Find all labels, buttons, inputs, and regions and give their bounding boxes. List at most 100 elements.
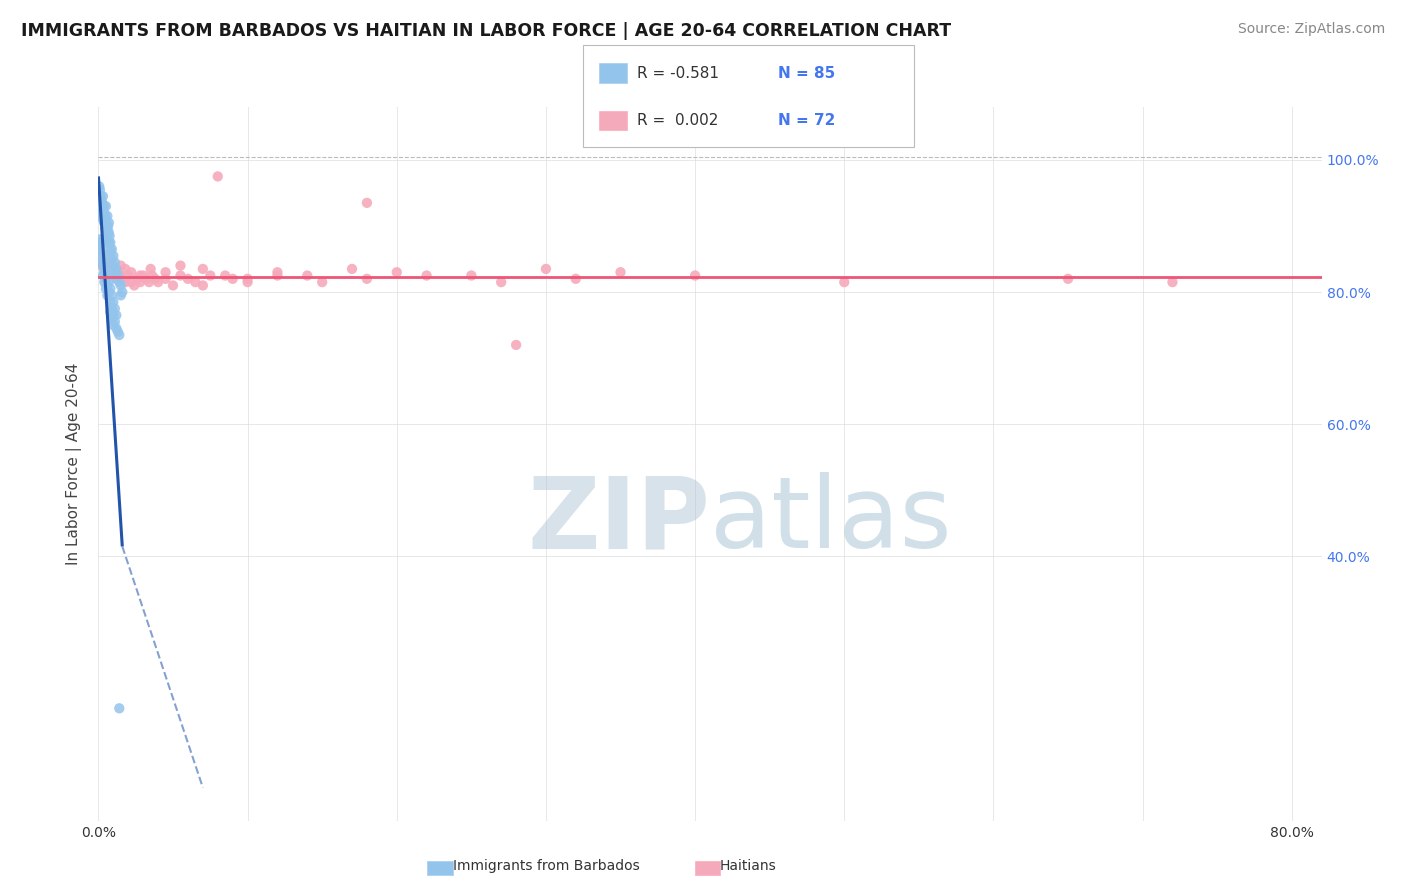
Point	[415, 268, 437, 283]
Point	[90, 206, 112, 220]
Point	[236, 272, 259, 286]
Point	[104, 265, 127, 279]
Point	[221, 272, 243, 286]
Point	[94, 222, 117, 236]
Point	[191, 261, 214, 276]
Text: Source: ZipAtlas.com: Source: ZipAtlas.com	[1237, 22, 1385, 37]
Point	[146, 275, 169, 289]
Point	[104, 301, 127, 316]
Point	[129, 275, 152, 289]
Point	[96, 288, 118, 302]
Point	[96, 209, 118, 223]
Point	[93, 265, 115, 279]
Point	[101, 288, 124, 302]
Point	[609, 265, 631, 279]
Point	[311, 275, 333, 289]
Point	[266, 265, 288, 279]
Point	[98, 268, 121, 283]
Point	[93, 216, 115, 230]
Point	[93, 255, 115, 269]
Point	[90, 255, 112, 269]
Point	[162, 278, 184, 293]
Point	[96, 228, 118, 243]
Point	[104, 315, 127, 329]
Point	[122, 278, 145, 293]
Point	[236, 275, 259, 289]
Point	[91, 212, 114, 227]
Point	[169, 259, 191, 273]
Point	[93, 255, 115, 269]
Point	[91, 202, 114, 217]
Point	[103, 295, 125, 310]
Point	[110, 259, 132, 273]
Point	[97, 275, 120, 289]
Point	[111, 285, 134, 299]
Point	[139, 261, 162, 276]
Point	[117, 268, 139, 283]
Point	[93, 206, 115, 220]
Point	[120, 265, 142, 279]
Point	[340, 261, 363, 276]
Point	[105, 321, 128, 335]
Point	[141, 268, 163, 283]
Point	[89, 179, 111, 194]
Point	[108, 701, 131, 715]
Point	[93, 199, 115, 213]
Point	[114, 261, 136, 276]
Point	[89, 235, 111, 250]
Point	[110, 268, 132, 283]
Point	[91, 249, 114, 263]
Point	[191, 278, 214, 293]
Point	[177, 272, 200, 286]
Point	[96, 268, 118, 283]
Point	[90, 232, 112, 246]
Point	[96, 219, 118, 233]
Point	[97, 219, 120, 233]
Point	[91, 209, 114, 223]
Point	[101, 301, 124, 316]
Text: R = -0.581: R = -0.581	[637, 66, 718, 80]
Point	[93, 261, 115, 276]
Point	[97, 235, 120, 250]
Point	[111, 272, 134, 286]
Point	[155, 272, 177, 286]
Point	[460, 268, 482, 283]
Point	[107, 265, 129, 279]
Point	[1057, 272, 1080, 286]
Point	[94, 209, 117, 223]
Point	[105, 308, 128, 322]
Point	[105, 268, 128, 283]
Point	[98, 228, 121, 243]
Point	[90, 202, 112, 217]
Point	[97, 285, 120, 299]
Point	[565, 272, 588, 286]
Text: Haitians: Haitians	[720, 859, 776, 873]
Point	[103, 259, 125, 273]
Point	[98, 282, 121, 296]
Point	[169, 268, 191, 283]
Point	[297, 268, 319, 283]
Point	[207, 169, 229, 184]
Point	[107, 268, 129, 283]
Point	[97, 265, 120, 279]
Point	[105, 272, 128, 286]
Point	[101, 259, 124, 273]
Point	[101, 252, 124, 266]
Point	[132, 268, 155, 283]
Text: N = 72: N = 72	[778, 113, 835, 128]
Point	[200, 268, 222, 283]
Point	[110, 288, 132, 302]
Point	[89, 242, 111, 256]
Point	[143, 272, 166, 286]
Point	[98, 242, 121, 256]
Point	[91, 189, 114, 203]
Point	[107, 325, 129, 339]
Point	[98, 255, 121, 269]
Point	[385, 265, 408, 279]
Point	[135, 272, 157, 286]
Point	[94, 282, 117, 296]
Text: ZIP: ZIP	[527, 473, 710, 569]
Point	[97, 216, 120, 230]
Point	[104, 261, 127, 276]
Point	[108, 328, 131, 343]
